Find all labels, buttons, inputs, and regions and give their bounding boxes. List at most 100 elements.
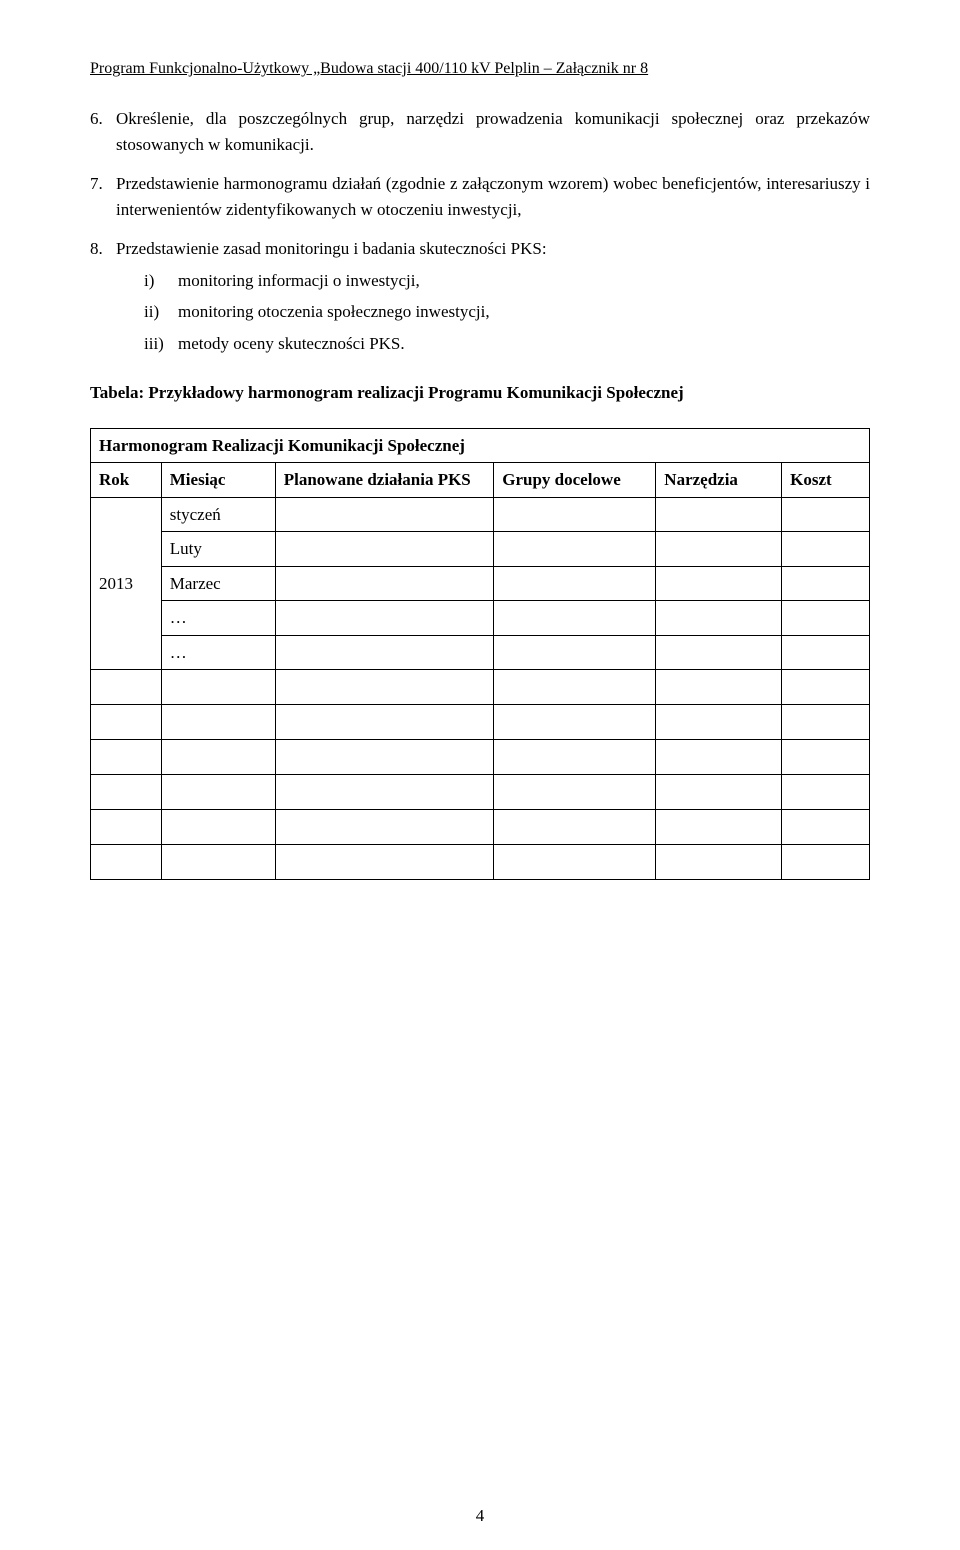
cell [656, 601, 782, 636]
table-row [91, 705, 870, 740]
cell [656, 775, 782, 810]
cell [782, 670, 870, 705]
cell [494, 775, 656, 810]
cell [782, 497, 870, 532]
cell-miesiac: … [161, 601, 275, 636]
cell [275, 845, 493, 880]
cell-miesiac: Marzec [161, 566, 275, 601]
cell [782, 705, 870, 740]
cell [782, 740, 870, 775]
cell [494, 497, 656, 532]
table-header-row: Rok Miesiąc Planowane działania PKS Grup… [91, 463, 870, 498]
cell [656, 635, 782, 670]
cell [91, 775, 162, 810]
list-item-number: 6. [90, 106, 116, 157]
sub-list: i) monitoring informacji o inwestycji, i… [144, 268, 870, 357]
list-item: 6. Określenie, dla poszczególnych grup, … [90, 106, 870, 157]
cell [656, 497, 782, 532]
cell [782, 775, 870, 810]
table-row: Marzec [91, 566, 870, 601]
cell [275, 775, 493, 810]
list-item-text: Przedstawienie zasad monitoringu i badan… [116, 236, 870, 262]
cell [494, 566, 656, 601]
cell [275, 532, 493, 567]
list-item-number: 7. [90, 171, 116, 222]
page-number: 4 [0, 1506, 960, 1526]
cell [275, 670, 493, 705]
col-header-rok: Rok [91, 463, 162, 498]
cell [275, 810, 493, 845]
col-header-koszt: Koszt [782, 463, 870, 498]
table-row [91, 740, 870, 775]
cell [494, 845, 656, 880]
table-row: … [91, 601, 870, 636]
cell [656, 740, 782, 775]
cell [91, 845, 162, 880]
table-row: Harmonogram Realizacji Komunikacji Społe… [91, 428, 870, 463]
cell [656, 810, 782, 845]
cell [494, 532, 656, 567]
list-item-text: Przedstawienie harmonogramu działań (zgo… [116, 171, 870, 222]
list-item-number: 8. [90, 236, 116, 262]
cell [91, 670, 162, 705]
cell [494, 601, 656, 636]
cell-miesiac: Luty [161, 532, 275, 567]
list-item: 8. Przedstawienie zasad monitoringu i ba… [90, 236, 870, 262]
sub-item-text: monitoring otoczenia społecznego inwesty… [178, 299, 490, 325]
cell [782, 532, 870, 567]
sub-list-item: ii) monitoring otoczenia społecznego inw… [144, 299, 870, 325]
cell [91, 740, 162, 775]
sub-item-text: monitoring informacji o inwestycji, [178, 268, 420, 294]
sub-list-item: i) monitoring informacji o inwestycji, [144, 268, 870, 294]
cell [161, 740, 275, 775]
col-header-planowane: Planowane działania PKS [275, 463, 493, 498]
cell [494, 740, 656, 775]
sub-item-marker: ii) [144, 299, 178, 325]
cell [494, 810, 656, 845]
cell [161, 845, 275, 880]
sub-item-marker: i) [144, 268, 178, 294]
cell [275, 497, 493, 532]
col-header-narzedzia: Narzędzia [656, 463, 782, 498]
cell [656, 670, 782, 705]
cell [782, 566, 870, 601]
cell [656, 705, 782, 740]
cell [91, 810, 162, 845]
cell [161, 705, 275, 740]
cell [656, 532, 782, 567]
cell [494, 670, 656, 705]
cell [275, 740, 493, 775]
col-header-grupy: Grupy docelowe [494, 463, 656, 498]
table-caption: Tabela: Przykładowy harmonogram realizac… [90, 380, 870, 406]
list-item: 7. Przedstawienie harmonogramu działań (… [90, 171, 870, 222]
cell [782, 845, 870, 880]
cell [782, 601, 870, 636]
harmonogram-table: Harmonogram Realizacji Komunikacji Społe… [90, 428, 870, 881]
cell-miesiac: styczeń [161, 497, 275, 532]
table-row: Luty [91, 532, 870, 567]
cell [656, 566, 782, 601]
col-header-miesiac: Miesiąc [161, 463, 275, 498]
cell [275, 566, 493, 601]
table-title-cell: Harmonogram Realizacji Komunikacji Społe… [91, 428, 870, 463]
sub-item-text: metody oceny skuteczności PKS. [178, 331, 405, 357]
page: Program Funkcjonalno-Użytkowy „Budowa st… [0, 0, 960, 1550]
table-row: … [91, 635, 870, 670]
list-item-text: Określenie, dla poszczególnych grup, nar… [116, 106, 870, 157]
table-row [91, 845, 870, 880]
cell [494, 705, 656, 740]
body-content: 6. Określenie, dla poszczególnych grup, … [90, 106, 870, 880]
document-header: Program Funkcjonalno-Użytkowy „Budowa st… [90, 60, 870, 78]
cell [161, 775, 275, 810]
cell-rok: 2013 [91, 497, 162, 670]
cell [782, 810, 870, 845]
sub-list-item: iii) metody oceny skuteczności PKS. [144, 331, 870, 357]
cell [275, 635, 493, 670]
cell [275, 705, 493, 740]
table-row [91, 670, 870, 705]
cell [656, 845, 782, 880]
sub-item-marker: iii) [144, 331, 178, 357]
table-row: 2013 styczeń [91, 497, 870, 532]
cell-miesiac: … [161, 635, 275, 670]
table-row [91, 810, 870, 845]
